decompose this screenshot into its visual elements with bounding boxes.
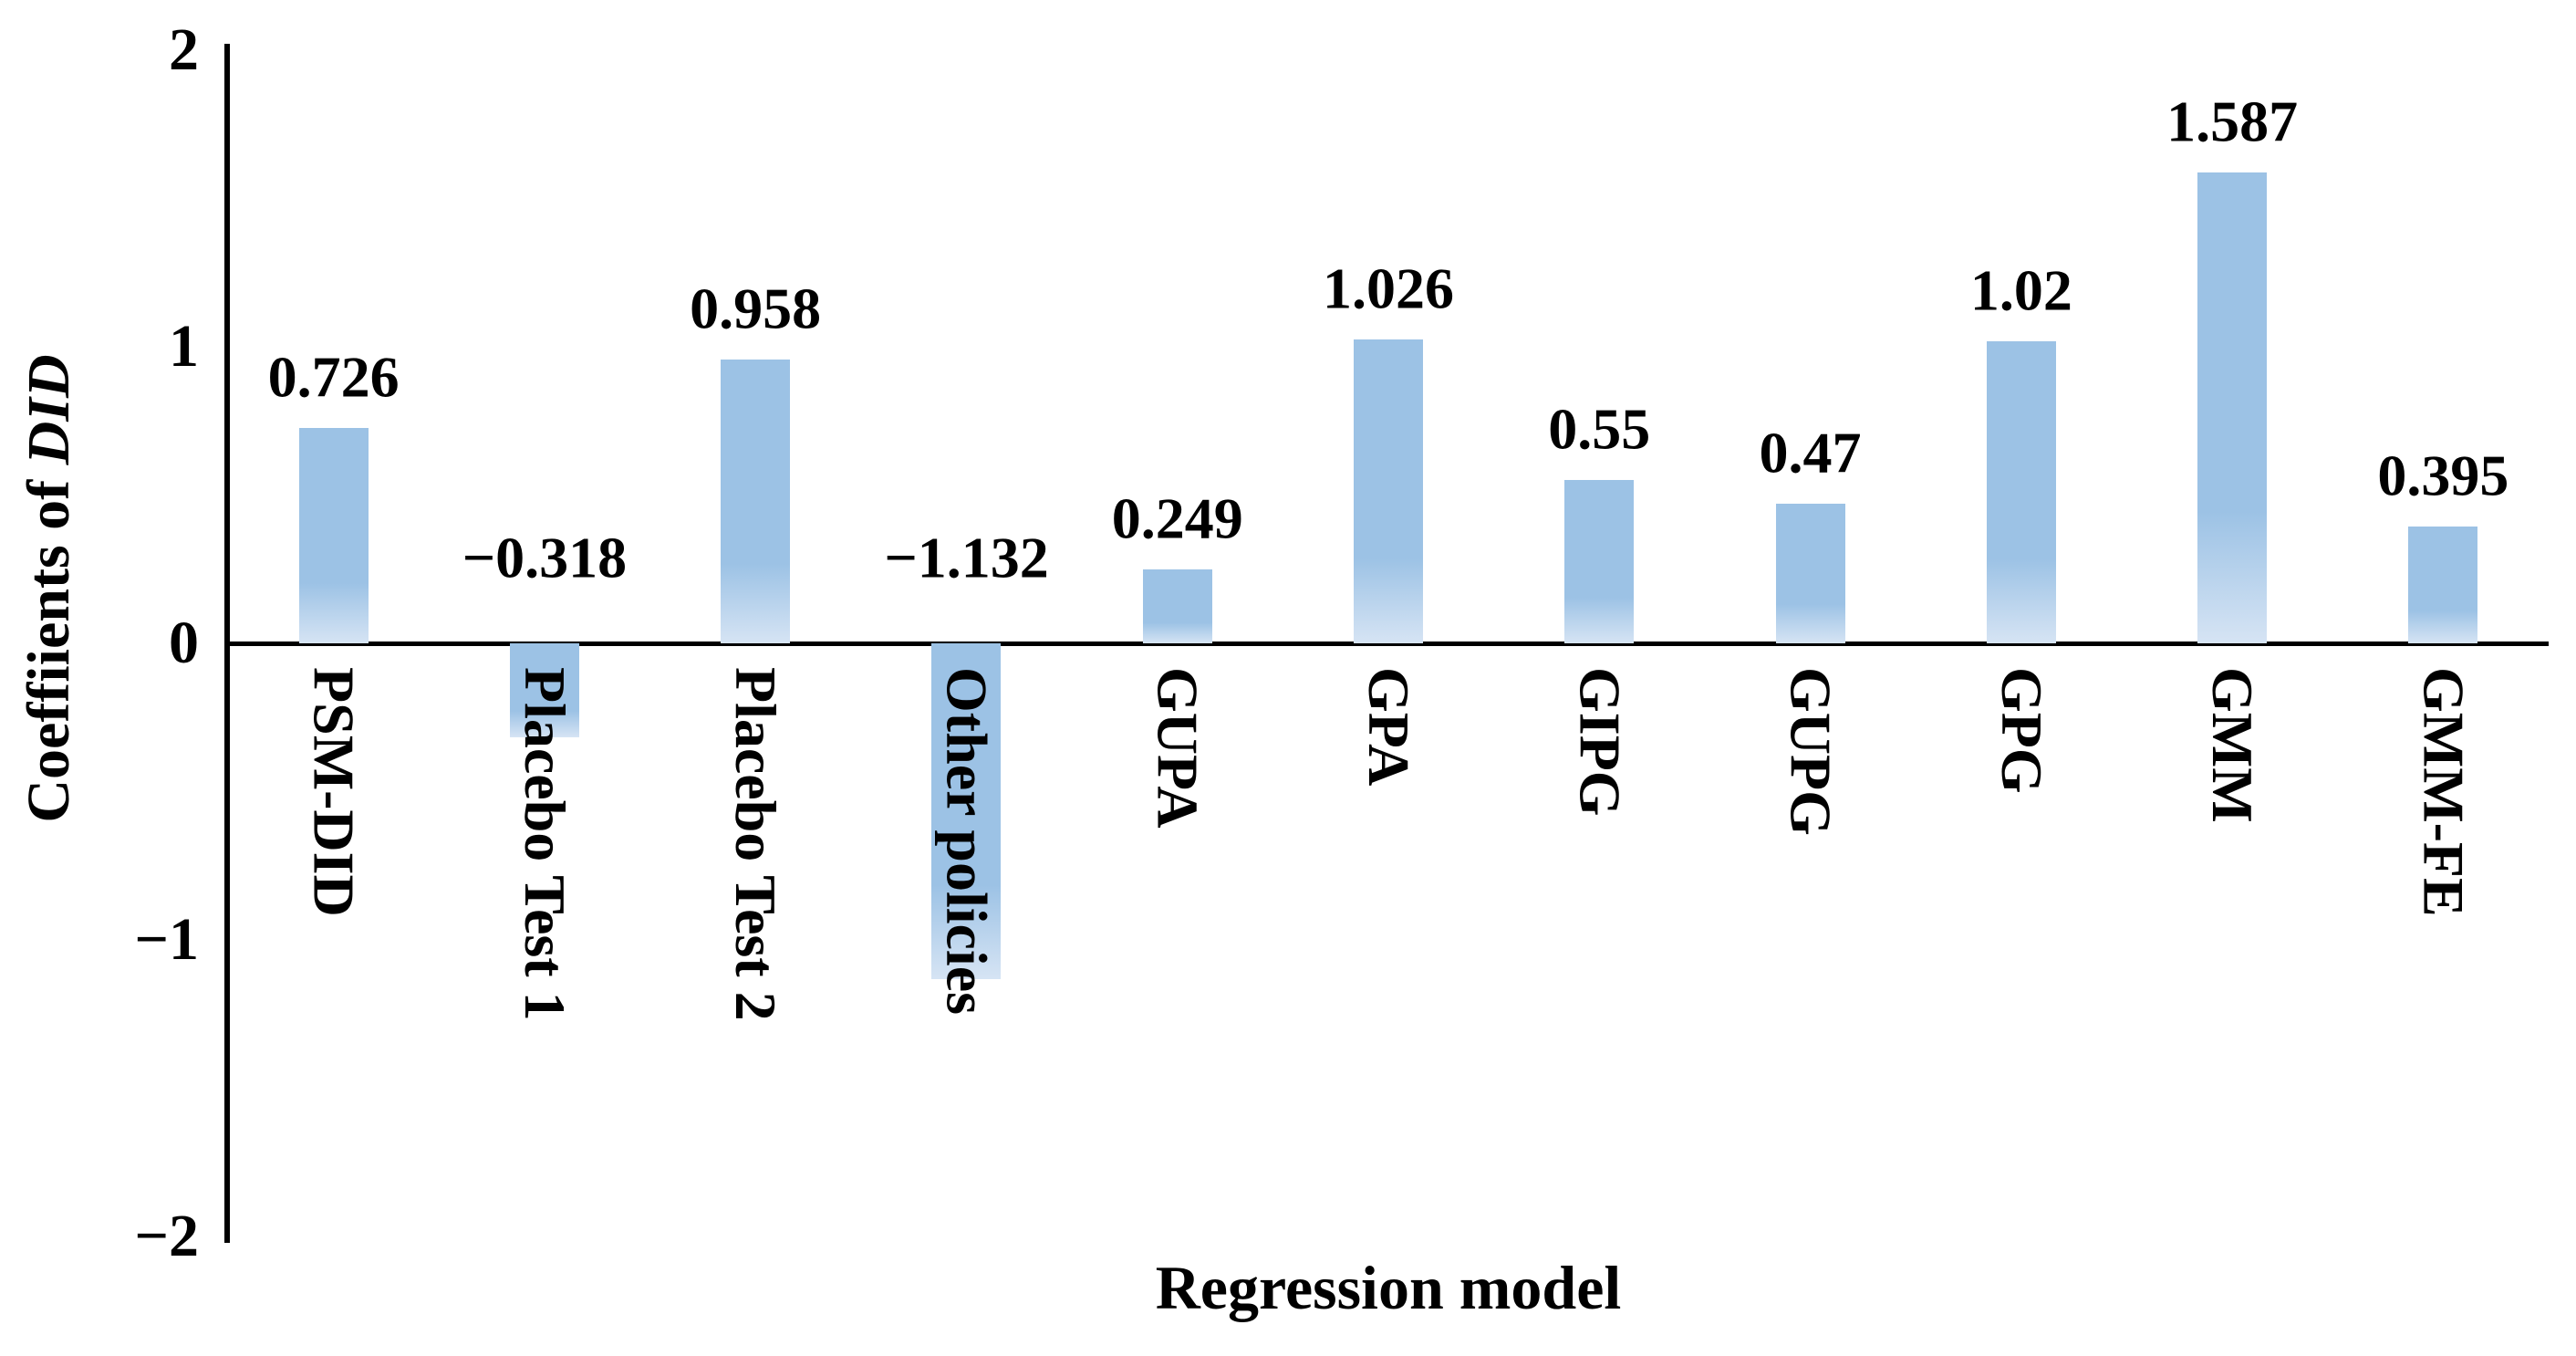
plot-area: 0.726 PSM-DID −0.318 Placebo Test 1 0.958 Pla… [228,50,2549,1236]
category-label: GPA [1356,667,1421,787]
category-label: GMM-FE [2411,667,2477,917]
y-axis-line [224,44,230,1243]
bar [1354,339,1423,643]
bar [1142,569,1212,643]
bar-value-label: 0.395 [2377,443,2509,508]
bar-value-label: 1.587 [2166,89,2299,154]
category-label: GUPA [1145,667,1210,829]
bar [509,643,579,738]
y-tick-label: 1 [169,313,199,380]
bar [1986,340,2056,643]
x-axis-zero-line [228,641,2549,646]
bar [1564,480,1635,643]
category-label: GPG [1989,667,2054,794]
bar-value-label: 0.249 [1111,485,1243,551]
category-label: GIPG [1567,667,1633,817]
bar-value-label: 0.726 [267,344,400,410]
bar [1775,504,1845,643]
category-label: Other policies [934,667,1000,1015]
y-tick-labels: −2 −1 0 1 2 [0,20,199,1267]
bar [298,428,369,643]
bar-value-label: 0.47 [1759,420,1862,485]
bar [2408,526,2478,643]
bar-value-label: 0.55 [1548,396,1651,462]
y-tick-label: −2 [134,1203,199,1269]
y-tick-label: −1 [134,906,199,973]
category-label: Placebo Test 1 [512,667,577,1021]
category-label: PSM-DID [301,667,367,917]
bar-value-label: −0.318 [462,525,628,590]
bar-value-label: 0.958 [690,276,822,341]
bar-value-label: 1.02 [1969,257,2072,323]
bar-value-label: 1.026 [1323,256,1454,321]
bar [721,359,791,643]
bar [931,643,1002,979]
category-label: GMM [2200,667,2266,823]
x-axis-title: Regression model [1155,1253,1622,1322]
y-tick-label: 2 [169,16,199,83]
category-label: GUPG [1778,667,1844,836]
y-tick-label: 0 [169,610,199,676]
category-label: Placebo Test 2 [723,667,789,1021]
bar-value-label: −1.132 [884,525,1049,590]
bar [2197,172,2268,643]
